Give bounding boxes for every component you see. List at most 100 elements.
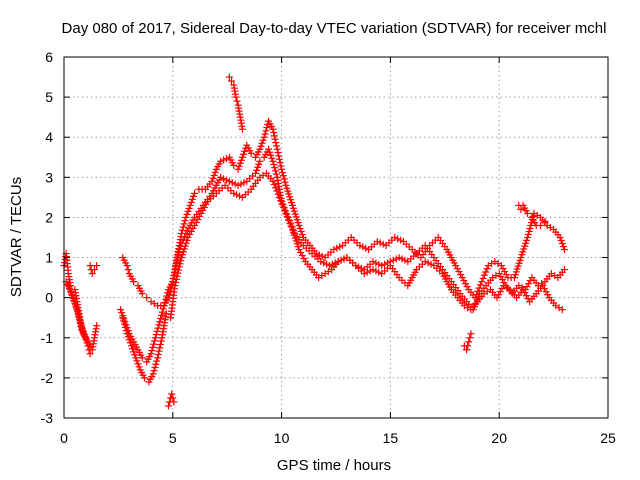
data-point bbox=[141, 374, 149, 382]
data-point bbox=[295, 246, 303, 254]
data-point bbox=[175, 266, 183, 274]
data-point bbox=[189, 192, 197, 200]
data-point bbox=[208, 177, 216, 185]
data-point bbox=[544, 291, 552, 299]
data-point bbox=[118, 309, 126, 317]
data-point bbox=[147, 350, 155, 358]
data-point bbox=[296, 224, 304, 232]
data-point bbox=[519, 286, 527, 294]
data-point bbox=[120, 320, 128, 328]
data-point bbox=[238, 153, 246, 161]
data-point bbox=[153, 357, 161, 365]
data-point bbox=[135, 363, 143, 371]
data-point bbox=[269, 177, 277, 185]
x-axis-title: GPS time / hours bbox=[277, 457, 391, 474]
data-point bbox=[251, 169, 259, 177]
data-point bbox=[148, 347, 156, 355]
y-tick-label: 6 bbox=[45, 49, 53, 65]
data-point bbox=[122, 327, 130, 335]
data-point bbox=[74, 309, 82, 317]
data-point bbox=[181, 217, 189, 225]
data-point bbox=[233, 97, 241, 105]
data-point bbox=[152, 360, 160, 368]
data-point bbox=[458, 274, 466, 282]
axis-ticks bbox=[63, 56, 609, 419]
data-point bbox=[453, 265, 461, 273]
data-point bbox=[86, 350, 94, 358]
data-point bbox=[522, 292, 530, 300]
data-point bbox=[210, 171, 218, 179]
data-point bbox=[168, 390, 176, 398]
data-point bbox=[177, 257, 185, 265]
data-point bbox=[172, 262, 180, 270]
data-point bbox=[175, 263, 183, 271]
data-point bbox=[225, 73, 233, 81]
data-point bbox=[495, 270, 503, 278]
data-point bbox=[496, 288, 504, 296]
data-point bbox=[162, 295, 170, 303]
data-point bbox=[279, 203, 287, 211]
data-point bbox=[151, 363, 159, 371]
y-tick-label: -3 bbox=[41, 410, 54, 426]
data-point bbox=[84, 342, 92, 350]
data-point bbox=[160, 302, 168, 310]
data-point bbox=[155, 347, 163, 355]
data-point bbox=[275, 193, 283, 201]
data-point bbox=[278, 169, 286, 177]
data-point bbox=[176, 260, 184, 268]
data-point bbox=[274, 190, 282, 198]
data-point bbox=[526, 224, 534, 232]
data-point bbox=[180, 220, 188, 228]
data-point bbox=[132, 354, 140, 362]
data-point bbox=[523, 234, 531, 241]
data-point bbox=[271, 135, 279, 143]
data-point bbox=[256, 145, 264, 153]
data-point bbox=[272, 184, 280, 192]
data-point bbox=[130, 348, 138, 356]
data-point bbox=[465, 338, 473, 346]
data-point bbox=[260, 133, 268, 141]
data-point bbox=[498, 276, 506, 284]
data-point bbox=[143, 294, 151, 302]
data-point bbox=[240, 150, 248, 158]
data-point bbox=[151, 334, 159, 342]
data-point bbox=[157, 337, 165, 345]
data-point bbox=[162, 310, 170, 318]
data-point bbox=[541, 217, 549, 225]
data-point bbox=[273, 142, 281, 150]
data-point bbox=[298, 230, 306, 238]
x-tick-label: 0 bbox=[60, 430, 68, 446]
data-point bbox=[173, 258, 181, 266]
data-point bbox=[235, 162, 243, 170]
data-point bbox=[273, 145, 281, 153]
data-point bbox=[499, 265, 507, 273]
data-point bbox=[283, 213, 291, 221]
y-tick-label: 5 bbox=[45, 89, 53, 105]
data-point bbox=[68, 291, 76, 299]
data-point bbox=[236, 159, 244, 167]
data-point bbox=[76, 315, 84, 323]
data-point bbox=[90, 266, 98, 274]
data-point bbox=[170, 398, 178, 406]
data-point bbox=[65, 285, 73, 293]
data-point bbox=[463, 346, 471, 354]
data-point bbox=[93, 262, 101, 270]
data-point bbox=[67, 288, 75, 296]
data-point bbox=[85, 346, 93, 354]
data-point bbox=[163, 292, 171, 300]
data-point bbox=[241, 147, 249, 155]
data-point bbox=[478, 278, 486, 286]
data-point bbox=[173, 255, 181, 263]
data-point bbox=[482, 268, 490, 276]
data-point bbox=[277, 197, 285, 205]
data-point bbox=[209, 174, 217, 182]
data-point bbox=[272, 139, 280, 147]
data-point bbox=[71, 300, 79, 308]
y-tick-label: 3 bbox=[45, 169, 53, 185]
data-point bbox=[266, 148, 274, 156]
data-point bbox=[502, 271, 510, 279]
data-point bbox=[230, 161, 238, 169]
data-point bbox=[133, 357, 141, 365]
data-point bbox=[121, 323, 129, 331]
data-point bbox=[498, 285, 506, 293]
